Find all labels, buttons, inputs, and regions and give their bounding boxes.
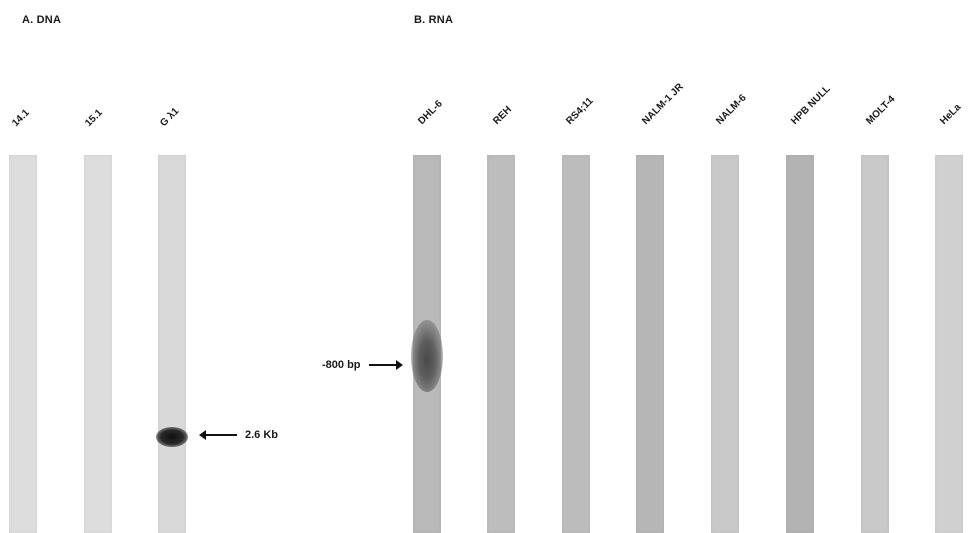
dna-lane <box>9 155 37 533</box>
dna-lane <box>84 155 112 533</box>
size-marker-label: -800 bp <box>322 359 361 371</box>
dna-lane <box>156 155 188 533</box>
rna-lane <box>711 155 739 533</box>
panel-b-title: B. RNA <box>414 14 454 26</box>
hybridization-band <box>411 320 443 392</box>
rna-lane <box>636 155 664 533</box>
lane-label-rna-8: HeLa <box>938 101 964 127</box>
lane-label-dna-3: G λ1 <box>158 105 182 129</box>
hybridization-band <box>156 427 188 447</box>
size-marker-2-6kb: 2.6 Kb <box>199 429 278 441</box>
left-arrow-icon <box>199 430 237 440</box>
lane-label-dna-1: 14.1 <box>10 107 32 129</box>
lane-label-rna-4: NALM-1 JR <box>640 81 686 127</box>
right-arrow-icon <box>368 360 403 370</box>
rna-lane <box>487 155 515 533</box>
panel-a-title: A. DNA <box>22 14 62 26</box>
rna-lane <box>411 155 443 533</box>
rna-lane <box>562 155 590 533</box>
lane-label-rna-7: MOLT-4 <box>864 93 898 127</box>
size-marker-800bp: -800 bp <box>322 359 403 371</box>
rna-lane <box>786 155 814 533</box>
size-marker-label: 2.6 Kb <box>245 429 279 441</box>
rna-lane <box>935 155 963 533</box>
lane-label-dna-2: 15.1 <box>83 107 105 129</box>
lane-label-rna-2: REH <box>491 104 514 127</box>
rna-lane <box>861 155 889 533</box>
lane-label-rna-1: DHL-6 <box>416 98 445 127</box>
lane-label-rna-5: NALM-6 <box>714 92 749 127</box>
lane-label-rna-6: HPB NULL <box>789 83 833 127</box>
lane-label-rna-3: RS4;11 <box>564 95 596 127</box>
